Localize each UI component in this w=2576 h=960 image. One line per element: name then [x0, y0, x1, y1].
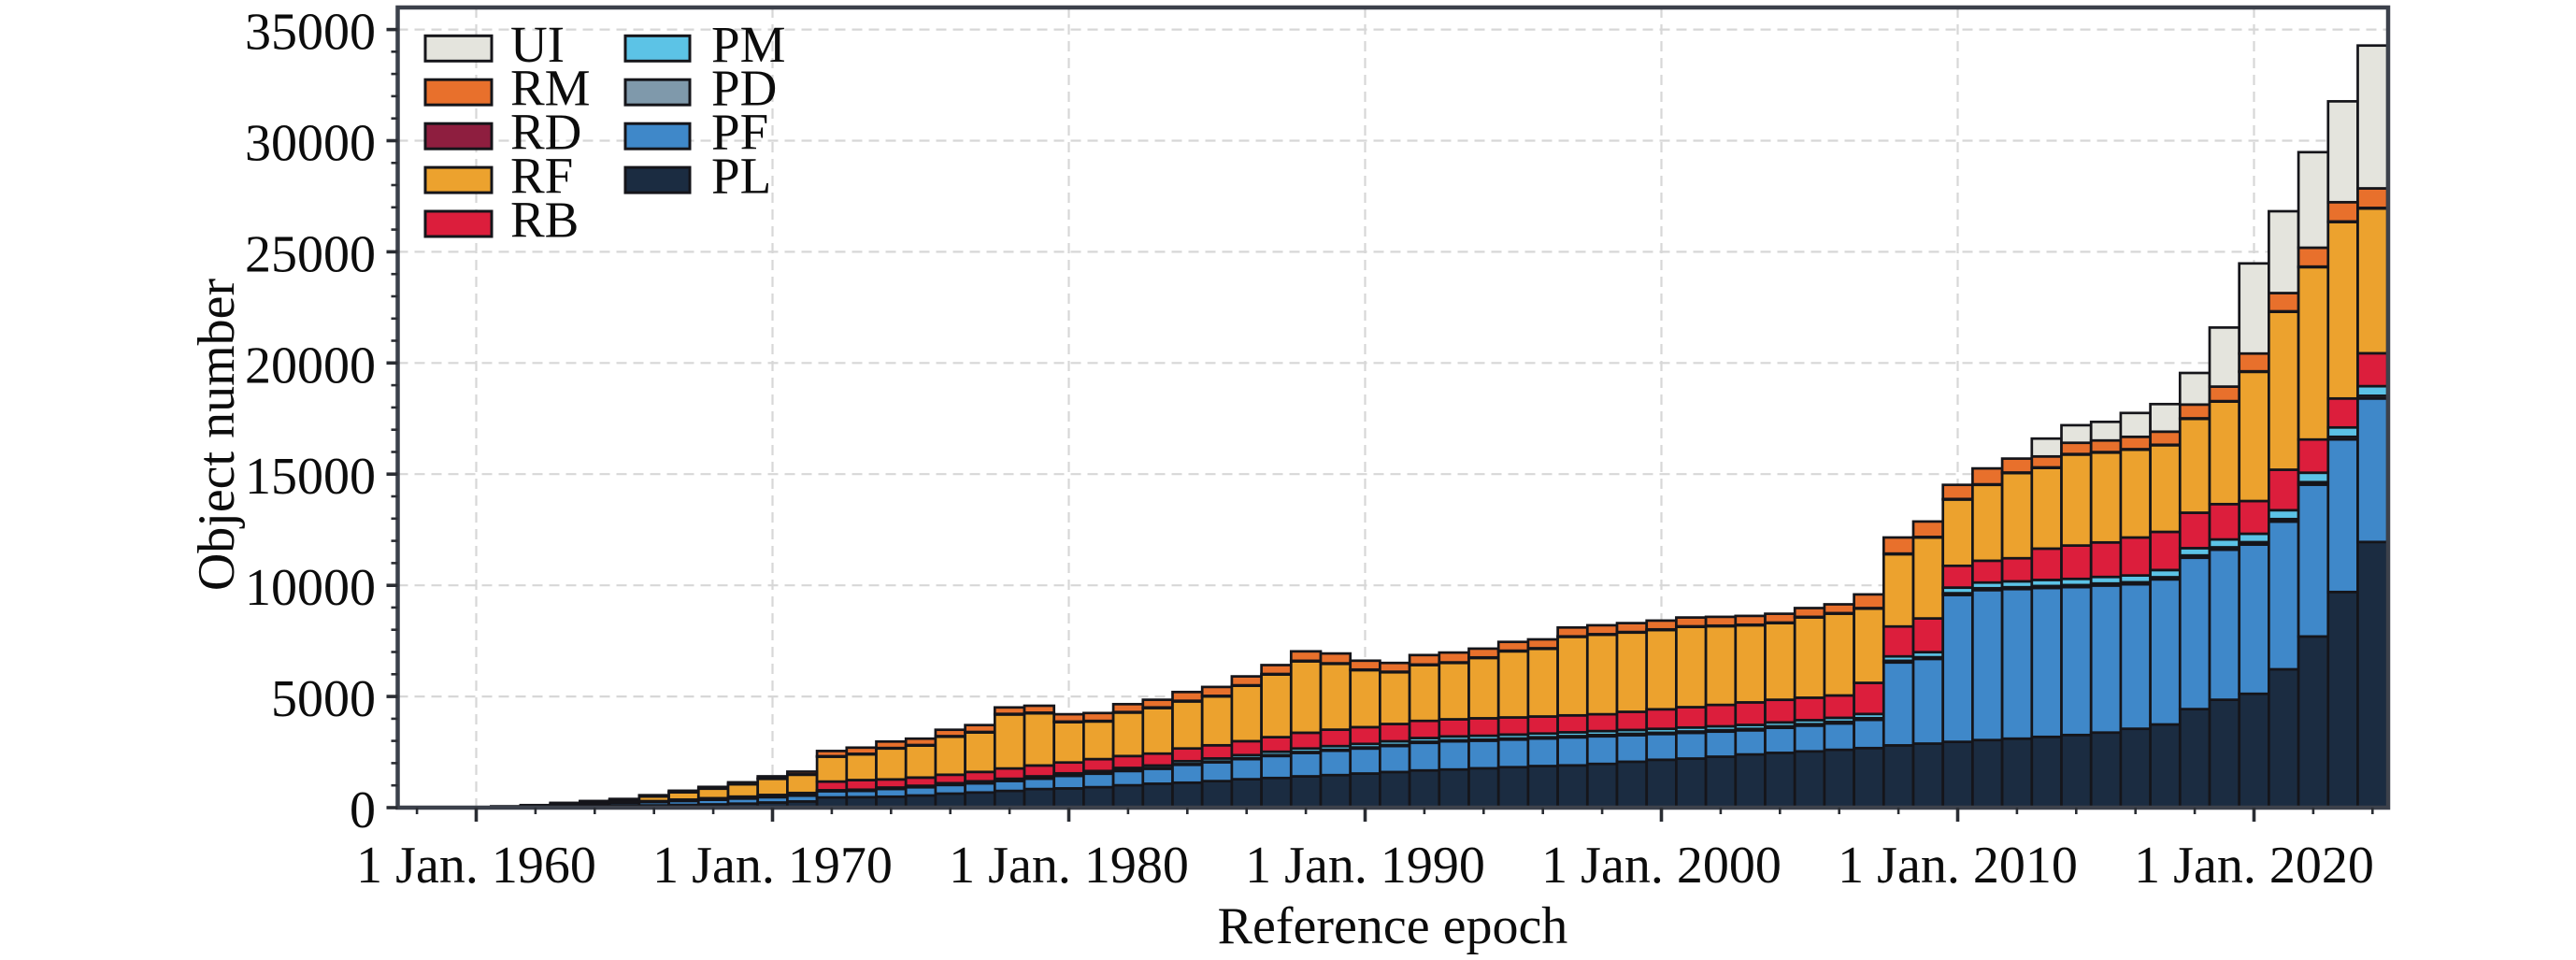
svg-text:5000: 5000	[271, 670, 376, 728]
svg-text:PL: PL	[711, 148, 771, 205]
svg-text:15000: 15000	[245, 448, 376, 506]
svg-text:1 Jan. 2020: 1 Jan. 2020	[2134, 837, 2374, 895]
svg-text:Object number: Object number	[188, 278, 246, 591]
svg-text:1 Jan. 1980: 1 Jan. 1980	[949, 837, 1189, 895]
svg-text:10000: 10000	[245, 559, 376, 617]
svg-text:35000: 35000	[245, 4, 376, 62]
svg-text:Reference epoch: Reference epoch	[1218, 897, 1568, 955]
svg-text:1 Jan. 1990: 1 Jan. 1990	[1245, 837, 1485, 895]
svg-text:1 Jan. 1970: 1 Jan. 1970	[652, 837, 893, 895]
svg-text:RB: RB	[510, 192, 579, 249]
svg-text:20000: 20000	[245, 337, 376, 394]
svg-text:25000: 25000	[245, 225, 376, 283]
svg-text:1 Jan. 2010: 1 Jan. 2010	[1838, 837, 2078, 895]
svg-text:0: 0	[350, 781, 376, 839]
svg-text:1 Jan. 2000: 1 Jan. 2000	[1541, 837, 1782, 895]
svg-text:30000: 30000	[245, 115, 376, 173]
svg-text:1 Jan. 1960: 1 Jan. 1960	[356, 837, 596, 895]
